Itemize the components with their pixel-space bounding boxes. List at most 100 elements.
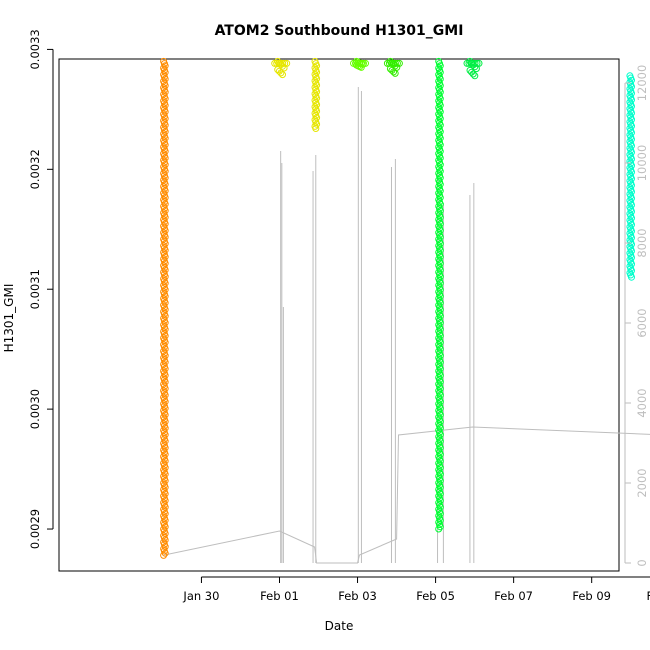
data-point bbox=[436, 147, 444, 155]
data-point bbox=[628, 194, 635, 202]
x-tick-label: Jan 30 bbox=[182, 589, 219, 603]
data-point bbox=[161, 338, 169, 346]
data-point bbox=[436, 246, 444, 254]
y-left-tick-label: 0.0032 bbox=[28, 149, 42, 189]
data-point bbox=[283, 59, 291, 67]
data-point bbox=[436, 523, 444, 531]
data-point bbox=[628, 260, 635, 268]
data-point bbox=[469, 70, 477, 78]
data-point bbox=[436, 398, 444, 406]
data-point bbox=[436, 253, 444, 261]
y-right-tick-label: 8000 bbox=[635, 228, 649, 257]
data-point bbox=[161, 299, 169, 307]
data-point bbox=[436, 510, 444, 518]
data-point bbox=[475, 59, 483, 67]
data-point bbox=[161, 319, 169, 327]
data-point bbox=[161, 154, 169, 162]
data-point bbox=[161, 325, 169, 333]
data-point bbox=[436, 266, 444, 274]
data-point bbox=[436, 213, 444, 221]
data-point bbox=[161, 424, 169, 432]
y-left-tick-label: 0.0031 bbox=[28, 269, 42, 309]
data-point bbox=[161, 371, 169, 379]
data-point bbox=[161, 187, 169, 195]
data-point bbox=[436, 490, 444, 498]
data-point bbox=[436, 385, 444, 392]
y-left-tick-label: 0.0029 bbox=[28, 509, 42, 549]
data-point bbox=[628, 188, 635, 196]
data-point bbox=[161, 292, 169, 300]
y-right-tick-label: 12000 bbox=[635, 65, 649, 102]
data-point bbox=[161, 391, 169, 399]
data-point bbox=[436, 180, 444, 188]
data-point bbox=[161, 273, 169, 281]
data-point bbox=[436, 338, 444, 346]
data-point bbox=[628, 208, 635, 215]
data-point bbox=[313, 120, 321, 128]
data-point bbox=[628, 135, 635, 143]
data-point bbox=[161, 161, 169, 169]
data-point bbox=[436, 378, 444, 386]
data-point bbox=[436, 503, 444, 511]
data-point bbox=[161, 497, 169, 504]
data-point bbox=[393, 59, 401, 67]
series-flight-2 bbox=[271, 57, 291, 79]
data-point bbox=[471, 72, 479, 80]
data-point bbox=[161, 464, 169, 472]
data-point bbox=[628, 168, 635, 176]
data-point bbox=[161, 549, 169, 557]
altitude-line bbox=[164, 426, 650, 564]
data-point bbox=[161, 398, 169, 406]
data-point bbox=[161, 134, 169, 142]
data-point bbox=[436, 279, 444, 287]
data-point bbox=[161, 483, 169, 491]
data-point bbox=[436, 332, 444, 340]
data-point bbox=[161, 437, 169, 445]
data-point bbox=[161, 358, 169, 366]
data-point bbox=[161, 543, 169, 551]
data-point bbox=[161, 312, 169, 320]
data-point bbox=[161, 141, 169, 149]
data-point bbox=[161, 490, 169, 498]
series-flight-1 bbox=[160, 57, 169, 559]
series-layer bbox=[160, 57, 635, 559]
data-point bbox=[436, 450, 444, 458]
x-tick-label: Feb 01 bbox=[260, 589, 299, 603]
data-point bbox=[436, 431, 444, 439]
data-point bbox=[628, 214, 635, 222]
data-point bbox=[357, 63, 365, 71]
data-point bbox=[628, 83, 635, 91]
data-point bbox=[360, 59, 367, 67]
data-point bbox=[161, 95, 169, 103]
data-point bbox=[391, 69, 399, 77]
data-point bbox=[436, 424, 444, 432]
data-point bbox=[436, 62, 444, 70]
data-point bbox=[436, 365, 444, 373]
data-point bbox=[436, 200, 444, 208]
y-right-tick-label: 4000 bbox=[635, 388, 649, 417]
data-point bbox=[436, 286, 444, 294]
data-point bbox=[436, 497, 444, 504]
data-point bbox=[395, 59, 403, 67]
data-point bbox=[628, 89, 635, 97]
data-point bbox=[436, 411, 444, 419]
x-tick-label: Feb 11 bbox=[647, 589, 650, 603]
data-point bbox=[628, 155, 635, 163]
data-point bbox=[628, 254, 635, 261]
data-point bbox=[161, 233, 169, 241]
data-point bbox=[436, 259, 444, 267]
data-point bbox=[279, 59, 287, 67]
series-flight-7 bbox=[463, 57, 483, 80]
y-right-tick-label: 2000 bbox=[635, 468, 649, 497]
data-point bbox=[436, 437, 444, 445]
data-point bbox=[161, 365, 169, 373]
altitude-trace bbox=[164, 87, 650, 564]
data-point bbox=[161, 457, 169, 465]
data-point bbox=[161, 306, 169, 313]
data-point bbox=[161, 404, 169, 412]
data-point bbox=[161, 194, 169, 201]
data-point bbox=[358, 59, 365, 67]
x-tick-label: Feb 07 bbox=[494, 589, 533, 603]
data-point bbox=[436, 154, 444, 162]
y-right-tick-label: 0 bbox=[635, 559, 649, 566]
